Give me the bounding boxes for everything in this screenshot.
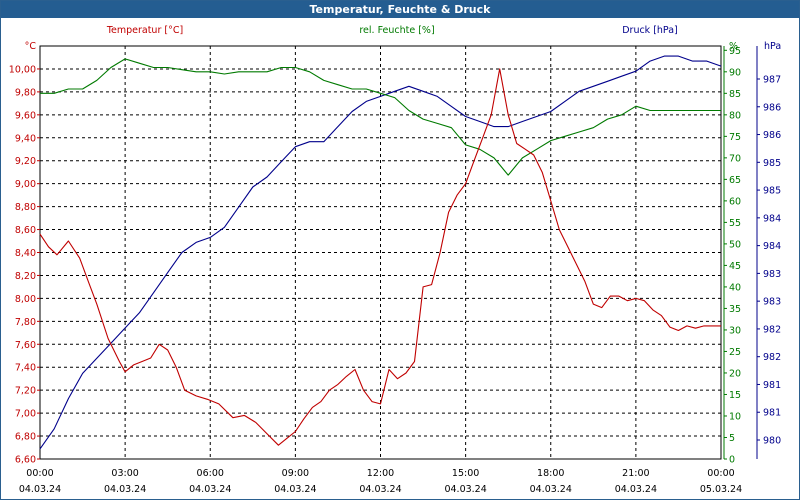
humidity-tick-label: 90 xyxy=(729,67,741,78)
humidity-tick-label: 95 xyxy=(729,46,741,57)
temperature-tick-label: 9,20 xyxy=(15,156,36,167)
humidity-axis: 0 5 10 15 20 25 30 35 40 45 50 55 60 65 70 75 80 85 90 95% xyxy=(723,41,741,466)
x-tick-date: 04.03.24 xyxy=(615,484,657,495)
pressure-tick-label: 982 xyxy=(763,352,781,363)
temperature-tick-label: 7,00 xyxy=(15,409,36,420)
window-title: Temperatur, Feuchte & Druck xyxy=(1,1,799,18)
x-tick-time: 12:00 xyxy=(367,468,394,479)
pressure-unit: hPa xyxy=(764,41,781,52)
humidity-unit: % xyxy=(729,41,738,52)
pressure-tick-label: 984 xyxy=(763,241,781,252)
x-tick-date: 04.03.24 xyxy=(19,484,61,495)
temperature-tick-label: 9,80 xyxy=(15,87,36,98)
x-tick-date: 04.03.24 xyxy=(189,484,231,495)
pressure-tick-label: 983 xyxy=(763,269,781,280)
x-tick-time: 18:00 xyxy=(537,468,564,479)
temperature-line xyxy=(39,68,721,446)
grid-lines xyxy=(40,46,721,460)
x-tick-time: 21:00 xyxy=(622,468,649,479)
x-tick-date: 05.03.24 xyxy=(700,484,742,495)
pressure-tick-label: 985 xyxy=(763,186,781,197)
humidity-tick-label: 5 xyxy=(729,433,735,444)
x-tick-time: 00:00 xyxy=(707,468,734,479)
humidity-tick-label: 85 xyxy=(729,89,741,100)
pressure-tick-label: 987 xyxy=(763,75,781,86)
humidity-tick-label: 80 xyxy=(729,110,741,121)
pressure-tick-label: 986 xyxy=(763,102,781,113)
humidity-tick-label: 30 xyxy=(729,325,741,336)
pressure-axis: 980 981 981 982 982 983 983 984 984 985 985 986 986 9… xyxy=(756,41,781,459)
humidity-tick-label: 10 xyxy=(729,411,741,422)
temperature-tick-label: 7,20 xyxy=(15,386,36,397)
legend: Temperatur [°C] rel. Feuchte [%] Druck [hP… xyxy=(106,25,678,36)
humidity-tick-label: 55 xyxy=(729,218,741,229)
temperature-tick-label: 7,80 xyxy=(15,317,36,328)
time-axis: 00:00 04.03.24 03:00 04.03.24 06:00 04.03.24 0… xyxy=(19,468,742,495)
legend-entry: Druck [hPa] xyxy=(622,25,678,36)
humidity-line xyxy=(40,58,721,176)
pressure-tick-label: 984 xyxy=(763,213,781,224)
humidity-tick-label: 65 xyxy=(729,175,741,186)
humidity-tick-label: 50 xyxy=(729,239,741,250)
humidity-tick-label: 45 xyxy=(729,261,741,272)
pressure-tick-label: 983 xyxy=(763,297,781,308)
legend-entry: rel. Feuchte [%] xyxy=(359,25,434,36)
humidity-tick-label: 75 xyxy=(729,132,741,143)
x-tick-date: 04.03.24 xyxy=(104,484,146,495)
temperature-tick-label: 6,80 xyxy=(15,432,36,443)
temperature-tick-label: 9,60 xyxy=(15,110,36,121)
humidity-tick-label: 60 xyxy=(729,196,741,207)
series-lines xyxy=(39,55,722,450)
humidity-tick-label: 35 xyxy=(729,304,741,315)
x-tick-date: 04.03.24 xyxy=(359,484,401,495)
humidity-tick-label: 40 xyxy=(729,282,741,293)
temperature-tick-label: 8,80 xyxy=(15,202,36,213)
pressure-tick-label: 981 xyxy=(763,380,781,391)
x-tick-date: 04.03.24 xyxy=(274,484,316,495)
x-tick-time: 00:00 xyxy=(26,468,53,479)
pressure-tick-label: 986 xyxy=(763,130,781,141)
temperature-tick-label: 9,00 xyxy=(15,179,36,190)
temperature-tick-label: 6,60 xyxy=(15,455,36,466)
pressure-tick-label: 985 xyxy=(763,158,781,169)
humidity-tick-label: 20 xyxy=(729,368,741,379)
pressure-tick-label: 980 xyxy=(763,436,781,447)
temperature-tick-label: 7,40 xyxy=(15,363,36,374)
x-tick-time: 06:00 xyxy=(197,468,224,479)
pressure-tick-label: 982 xyxy=(763,324,781,335)
x-tick-time: 03:00 xyxy=(111,468,138,479)
legend-entry: Temperatur [°C] xyxy=(106,25,183,36)
humidity-tick-label: 0 xyxy=(729,455,735,466)
humidity-tick-label: 15 xyxy=(729,390,741,401)
humidity-tick-label: 70 xyxy=(729,153,741,164)
temperature-unit: °C xyxy=(25,41,37,52)
temperature-tick-label: 10,00 xyxy=(9,64,36,75)
x-tick-date: 04.03.24 xyxy=(444,484,486,495)
temperature-tick-label: 7,60 xyxy=(15,340,36,351)
humidity-tick-label: 25 xyxy=(729,347,741,358)
temperature-tick-label: 8,40 xyxy=(15,248,36,259)
pressure-line xyxy=(39,55,722,450)
x-tick-date: 04.03.24 xyxy=(530,484,572,495)
x-tick-time: 09:00 xyxy=(282,468,309,479)
temperature-tick-label: 8,00 xyxy=(15,294,36,305)
temperature-tick-label: 9,40 xyxy=(15,133,36,144)
temperature-tick-label: 8,20 xyxy=(15,271,36,282)
pressure-tick-label: 981 xyxy=(763,408,781,419)
x-tick-time: 15:00 xyxy=(452,468,479,479)
temperature-tick-label: 8,60 xyxy=(15,225,36,236)
temperature-axis: 6,60 6,80 7,00 7,20 7,40 7,60 7,80 8,00 8,20 8,40… xyxy=(9,41,40,466)
